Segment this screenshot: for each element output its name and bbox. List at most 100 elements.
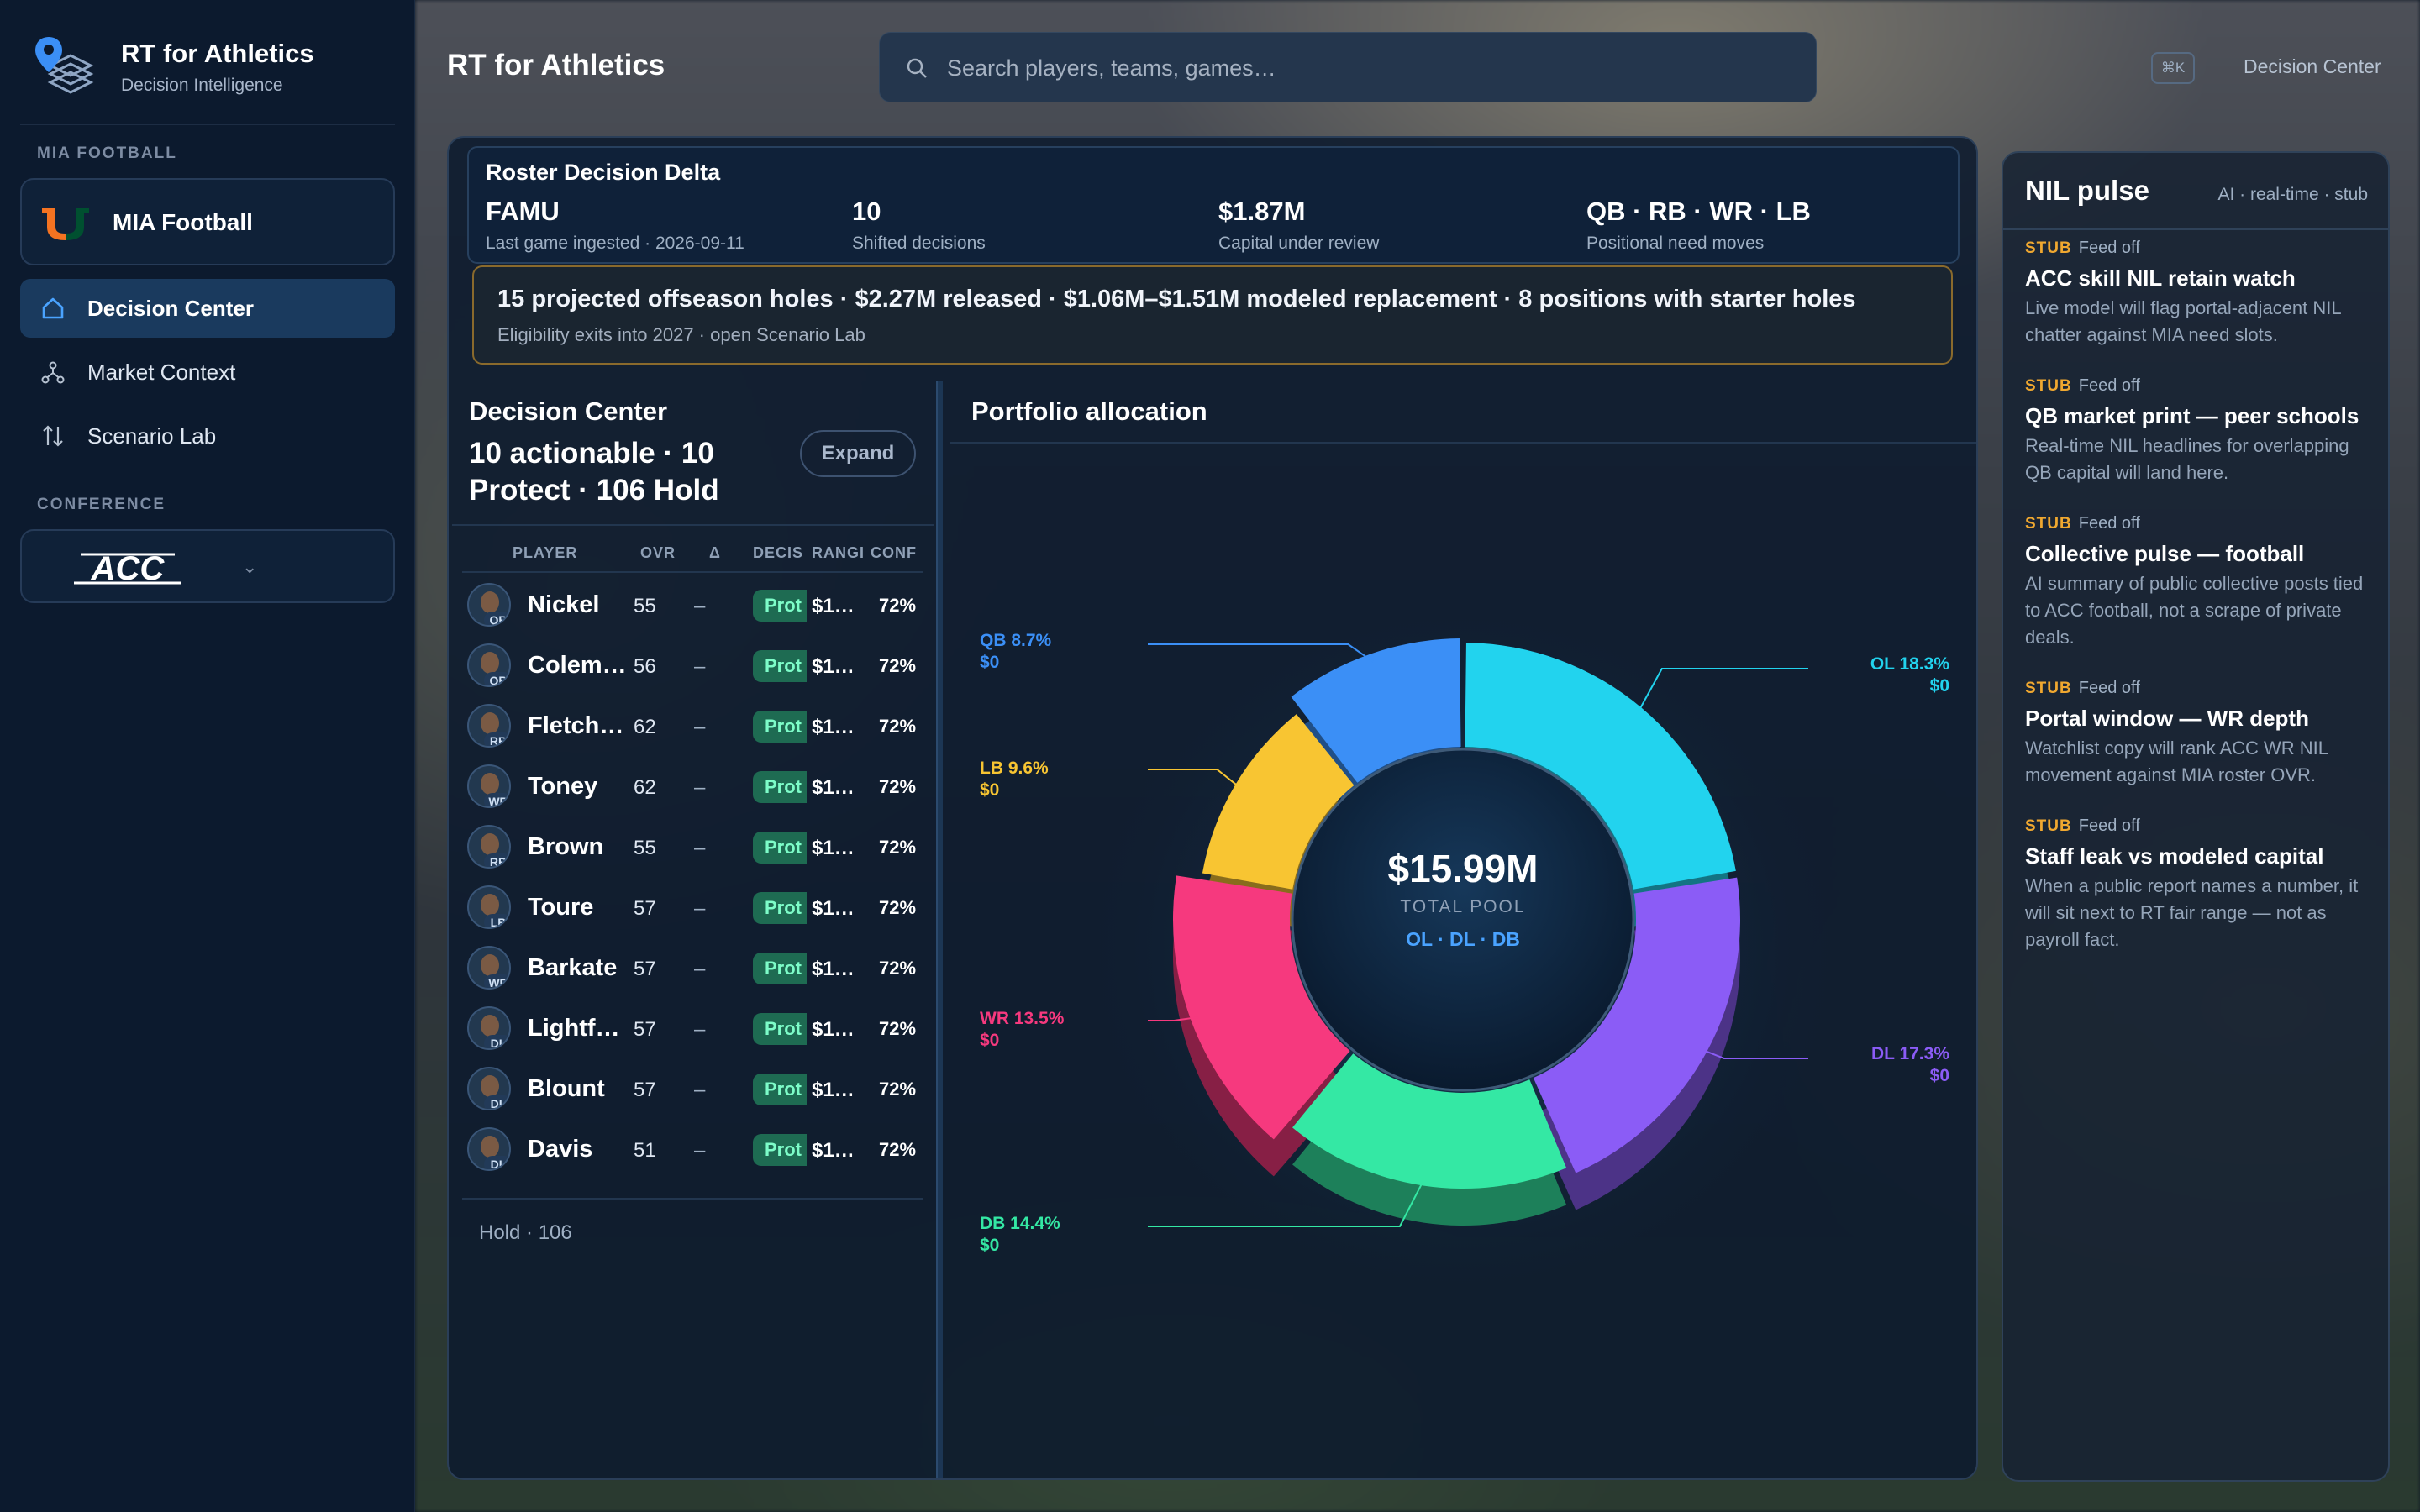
position-badge: WR bbox=[484, 793, 509, 806]
player-range: $1… bbox=[812, 595, 855, 617]
nil-headline: ACC skill NIL retain watch bbox=[2025, 265, 2296, 291]
sidebar: RT for Athletics Decision Intelligence M… bbox=[0, 0, 415, 1512]
donut-slice-qb[interactable] bbox=[1291, 638, 1461, 783]
table-row[interactable]: WR Toney 62 – Prot $1… 72% bbox=[462, 756, 923, 816]
decision-badge[interactable]: Prot bbox=[753, 650, 807, 682]
team-selector[interactable]: MIA Football bbox=[20, 178, 395, 265]
player-name[interactable]: Fletch… bbox=[528, 712, 624, 739]
table-row[interactable]: DL Davis 51 – Prot $1… 72% bbox=[462, 1119, 923, 1179]
column-header-range[interactable]: RANGI bbox=[812, 544, 865, 561]
conference-selector[interactable]: ACC ⌄ bbox=[20, 529, 395, 603]
decision-badge[interactable]: Prot bbox=[753, 1013, 807, 1045]
player-name[interactable]: Toney bbox=[528, 773, 598, 800]
network-icon bbox=[41, 361, 65, 384]
slice-amount: $0 bbox=[980, 1031, 1000, 1050]
decision-badge[interactable]: Prot bbox=[753, 590, 807, 622]
brand-title: RT for Athletics bbox=[121, 39, 314, 68]
column-resize-handle[interactable] bbox=[936, 381, 943, 1478]
player-delta: – bbox=[694, 897, 706, 920]
player-name[interactable]: Colem… bbox=[528, 652, 627, 679]
stub-badge: STUB bbox=[2025, 239, 2072, 257]
position-badge: RB bbox=[484, 732, 509, 746]
nil-feed-item[interactable]: STUB Feed off QB market print — peer schoo… bbox=[2025, 376, 2378, 486]
slice-label-db: DB 14.4% $0 bbox=[980, 1213, 1060, 1257]
decision-center-link[interactable]: Decision Center bbox=[2244, 55, 2381, 77]
nav-scenario-lab[interactable]: Scenario Lab bbox=[20, 407, 395, 465]
column-header-delta[interactable]: Δ bbox=[709, 544, 721, 561]
decision-badge[interactable]: Prot bbox=[753, 771, 807, 803]
decision-badge[interactable]: Prot bbox=[753, 832, 807, 864]
player-delta: – bbox=[694, 1079, 706, 1101]
column-header-conf[interactable]: CONF bbox=[871, 544, 917, 561]
donut-slice-lb[interactable] bbox=[1202, 714, 1355, 890]
table-row[interactable]: DL Lightf… 57 – Prot $1… 72% bbox=[462, 998, 923, 1058]
holes-summary: 15 projected offseason holes · $2.27M re… bbox=[497, 286, 1856, 312]
hold-count[interactable]: Hold · 106 bbox=[479, 1221, 572, 1244]
player-name[interactable]: Blount bbox=[528, 1075, 605, 1102]
slice-label-ol: OL 18.3% $0 bbox=[1781, 654, 1949, 697]
decision-badge[interactable]: Prot bbox=[753, 892, 807, 924]
leader-line-wr bbox=[1148, 1016, 1199, 1021]
feed-status: Feed off bbox=[2078, 376, 2140, 395]
nil-feed-item[interactable]: STUB Feed off Staff leak vs modeled capita… bbox=[2025, 816, 2378, 953]
table-row[interactable]: QB Colem… 56 – Prot $1… 72% bbox=[462, 635, 923, 696]
portfolio-title: Portfolio allocation bbox=[971, 396, 1207, 426]
table-row[interactable]: RB Fletch… 62 – Prot $1… 72% bbox=[462, 696, 923, 756]
metric-shifted-decisions: 10 Shifted decisions bbox=[852, 197, 986, 254]
player-name[interactable]: Nickel bbox=[528, 591, 600, 618]
decision-badge[interactable]: Prot bbox=[753, 1074, 807, 1105]
donut-slice-ol[interactable] bbox=[1465, 643, 1736, 890]
feed-status: Feed off bbox=[2078, 816, 2140, 835]
table-row[interactable]: RB Brown 55 – Prot $1… 72% bbox=[462, 816, 923, 877]
nav-decision-center[interactable]: Decision Center bbox=[20, 279, 395, 338]
nil-feed-item[interactable]: STUB Feed off Portal window — WR depth Watc… bbox=[2025, 679, 2378, 789]
sort-arrows-icon bbox=[43, 425, 63, 447]
donut-slice-db[interactable] bbox=[1292, 1053, 1567, 1189]
column-header-player[interactable]: PLAYER bbox=[513, 544, 578, 561]
player-photo bbox=[481, 591, 499, 613]
player-name[interactable]: Brown bbox=[528, 833, 604, 860]
nil-feed-item[interactable]: STUB Feed off Collective pulse — football A… bbox=[2025, 514, 2378, 651]
decision-badge[interactable]: Prot bbox=[753, 953, 807, 984]
metric-positional-need: QB · RB · WR · LB Positional need moves bbox=[1586, 197, 1811, 254]
metric-value: FAMU bbox=[486, 197, 560, 226]
search-bar[interactable] bbox=[879, 32, 1817, 102]
donut-slice-wr[interactable] bbox=[1173, 875, 1350, 1140]
table-row[interactable]: QB Nickel 55 – Prot $1… 72% bbox=[462, 575, 923, 635]
table-row[interactable]: WR Barkate 57 – Prot $1… 72% bbox=[462, 937, 923, 998]
player-range: $1… bbox=[812, 1079, 855, 1101]
table-row[interactable]: LB Toure 57 – Prot $1… 72% bbox=[462, 877, 923, 937]
nil-feed-item[interactable]: STUB Feed off ACC skill NIL retain watch Li… bbox=[2025, 239, 2378, 349]
table-row[interactable]: DL Blount 57 – Prot $1… 72% bbox=[462, 1058, 923, 1119]
column-header-decision[interactable]: DECIS bbox=[753, 544, 804, 561]
layers-pin-logo-icon bbox=[35, 37, 94, 94]
avatar: RB bbox=[467, 704, 511, 748]
column-header-ovr[interactable]: OVR bbox=[640, 544, 676, 561]
player-name[interactable]: Lightf… bbox=[528, 1015, 620, 1042]
slice-percent: DB 14.4% bbox=[980, 1214, 1060, 1233]
position-badge: QB bbox=[484, 612, 509, 625]
donut-slice-dl[interactable] bbox=[1533, 877, 1740, 1173]
avatar: DL bbox=[467, 1127, 511, 1171]
search-input[interactable] bbox=[947, 48, 1787, 88]
brand[interactable]: RT for Athletics Decision Intelligence bbox=[34, 35, 387, 102]
divider bbox=[462, 1198, 923, 1200]
expand-button[interactable]: Expand bbox=[800, 430, 916, 477]
player-delta: – bbox=[694, 776, 706, 799]
player-name[interactable]: Barkate bbox=[528, 954, 618, 981]
decision-badge[interactable]: Prot bbox=[753, 1134, 807, 1166]
nil-pulse-title: NIL pulse bbox=[2025, 175, 2149, 206]
decision-badge[interactable]: Prot bbox=[753, 711, 807, 743]
player-range: $1… bbox=[812, 776, 855, 799]
slice-percent: DL 17.3% bbox=[1871, 1044, 1949, 1063]
metric-label: Last game ingested · 2026-09-11 bbox=[486, 234, 744, 253]
slice-amount: $0 bbox=[980, 653, 1000, 672]
search-icon bbox=[907, 58, 927, 78]
nav-market-context[interactable]: Market Context bbox=[20, 343, 395, 402]
player-name[interactable]: Davis bbox=[528, 1136, 593, 1163]
offseason-holes-banner[interactable]: 15 projected offseason holes · $2.27M re… bbox=[472, 265, 1953, 365]
player-name[interactable]: Toure bbox=[528, 894, 594, 921]
player-photo bbox=[481, 773, 499, 795]
player-ovr: 57 bbox=[634, 958, 656, 980]
avatar: WR bbox=[467, 946, 511, 990]
